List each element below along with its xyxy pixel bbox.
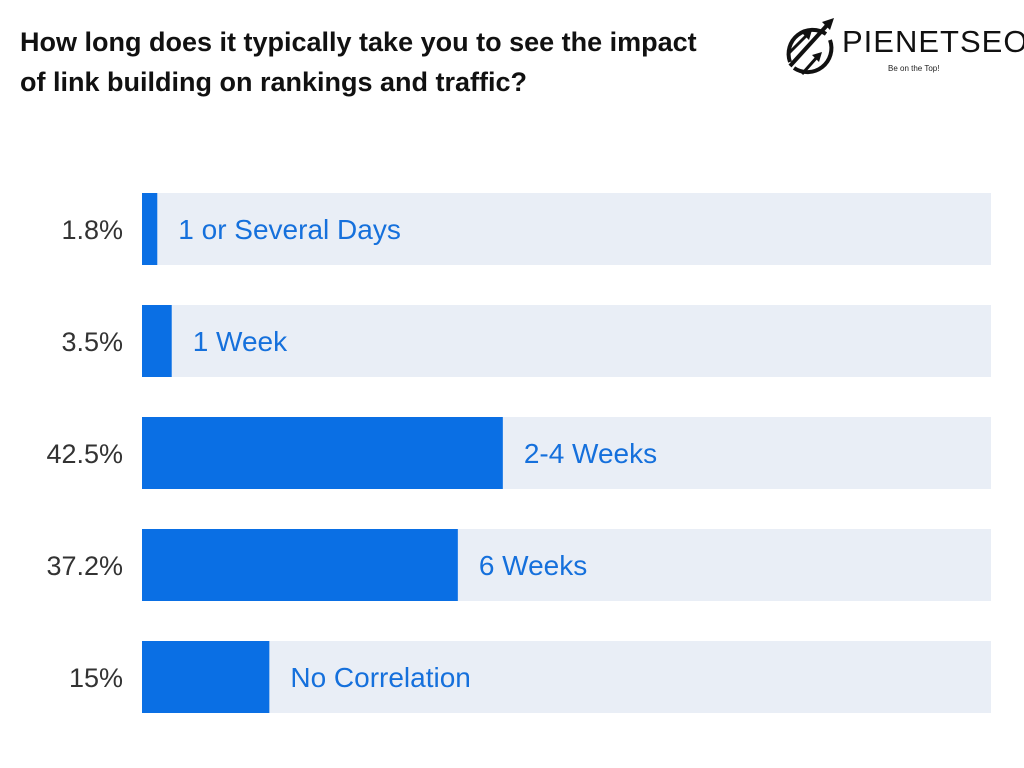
value-label: 37.2% <box>46 551 123 581</box>
category-label: 6 Weeks <box>479 550 587 581</box>
bar-track <box>142 193 991 265</box>
category-label: No Correlation <box>290 662 471 693</box>
logo-tagline: Be on the Top! <box>888 64 940 73</box>
bar <box>142 193 158 265</box>
pienetseo-logo: PIENETSEO Be on the Top! <box>780 16 1024 80</box>
bar-track <box>142 641 991 713</box>
logo-brand: PIENETSEO <box>842 24 1024 59</box>
bar <box>142 305 172 377</box>
value-label: 15% <box>69 663 123 693</box>
arrows-logo-icon <box>786 18 834 75</box>
category-label: 1 Week <box>193 326 288 357</box>
category-label: 2-4 Weeks <box>524 438 657 469</box>
value-label: 3.5% <box>61 327 123 357</box>
category-label: 1 or Several Days <box>178 214 401 245</box>
bar <box>142 529 458 601</box>
bar-track <box>142 305 991 377</box>
value-label: 42.5% <box>46 439 123 469</box>
chart-title: How long does it typically take you to s… <box>20 27 697 97</box>
value-label: 1.8% <box>61 215 123 245</box>
bar <box>142 417 503 489</box>
bar <box>142 641 270 713</box>
